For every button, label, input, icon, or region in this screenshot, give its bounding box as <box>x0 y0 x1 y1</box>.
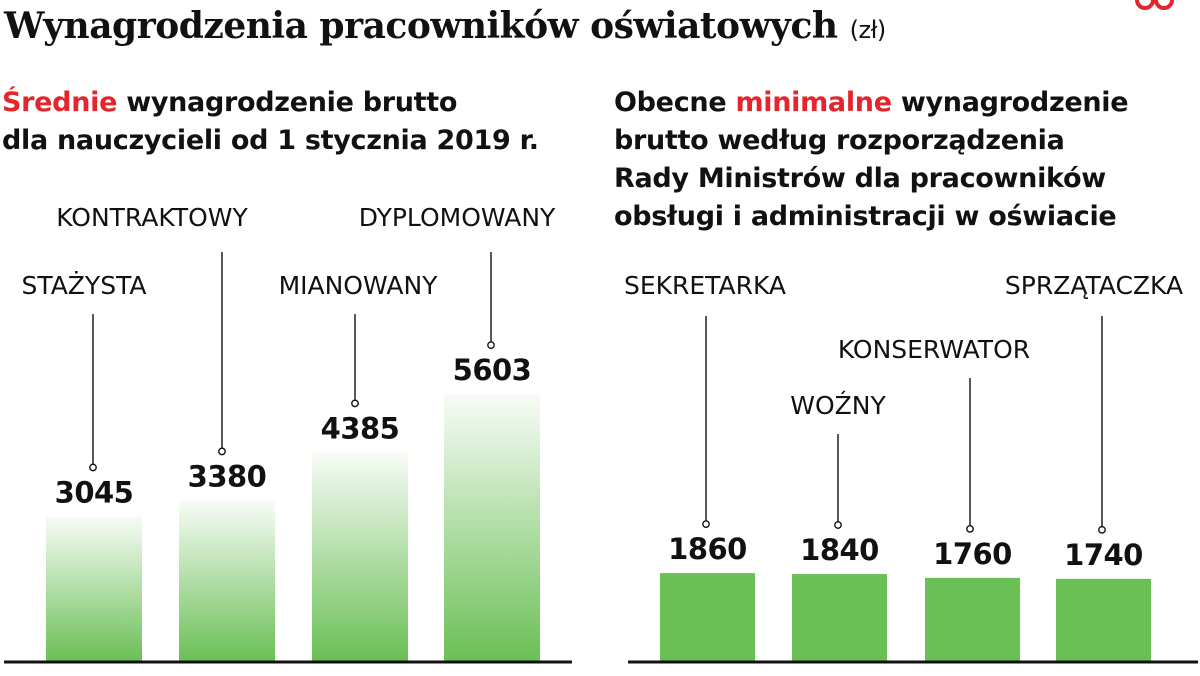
bar-2-2 <box>792 574 887 662</box>
bar-1-4 <box>444 394 540 662</box>
bar-1-3 <box>312 452 408 662</box>
leader-dot <box>834 521 842 529</box>
bar-2-4 <box>1056 578 1151 662</box>
left-subtitle-highlight: Średnie <box>2 87 118 118</box>
value-label: 5603 <box>453 353 532 387</box>
left-subtitle-line1: wynagrodzenie brutto <box>117 87 458 118</box>
leader-dot <box>966 524 974 533</box>
bar-2-1 <box>660 573 755 662</box>
category-label: MIANOWANY <box>279 271 439 300</box>
left-subtitle-line2: dla nauczycieli od 1 stycznia 2019 r. <box>2 125 539 156</box>
value-label: 3045 <box>55 475 134 509</box>
value-label: 1760 <box>933 537 1012 571</box>
category-label: KONTRAKTOWY <box>56 203 248 232</box>
right-chart-subtitle: Obecne minimalne wynagrodzenie brutto we… <box>614 84 1129 236</box>
page-title: Wynagrodzenia pracowników oświatowych (z… <box>4 2 886 54</box>
category-label: SEKRETARKA <box>624 271 786 300</box>
value-label: 4385 <box>321 411 400 445</box>
leader-dot <box>1098 525 1106 534</box>
title-unit: (zł) <box>849 16 887 44</box>
bar-2-3 <box>925 577 1020 662</box>
right-subtitle-line1-pre: Obecne <box>614 87 736 118</box>
leader-dot <box>89 463 97 472</box>
leader-dot <box>702 520 710 528</box>
brand-logo-icon <box>1135 0 1174 10</box>
bar-1-1 <box>46 516 142 662</box>
leader-dot <box>487 341 495 350</box>
category-label: WOŹNY <box>790 391 886 420</box>
right-subtitle-highlight: minimalne <box>735 87 892 118</box>
leader-dot <box>218 447 226 456</box>
category-label: DYPLOMOWANY <box>359 203 556 232</box>
category-label: SPRZĄTACZKA <box>1005 271 1183 300</box>
leader-dot <box>351 399 359 408</box>
right-subtitle-line2: brutto według rozporządzenia <box>614 125 1065 156</box>
bar-1-2 <box>179 500 275 662</box>
right-subtitle-line1-post: wynagrodzenie <box>891 87 1129 118</box>
value-label: 1740 <box>1064 538 1143 572</box>
category-label: KONSERWATOR <box>838 335 1030 364</box>
value-label: 3380 <box>188 459 267 493</box>
left-chart-subtitle: Średnie wynagrodzenie brutto dla nauczyc… <box>2 84 539 160</box>
category-label: STAŻYSTA <box>22 271 147 300</box>
title-main: Wynagrodzenia pracowników oświatowych <box>4 5 838 47</box>
right-subtitle-line3: Rady Ministrów dla pracowników <box>614 163 1106 194</box>
right-subtitle-line4: obsługi i administracji w oświacie <box>614 201 1117 232</box>
value-label: 1840 <box>800 533 879 567</box>
value-label: 1860 <box>668 532 747 566</box>
